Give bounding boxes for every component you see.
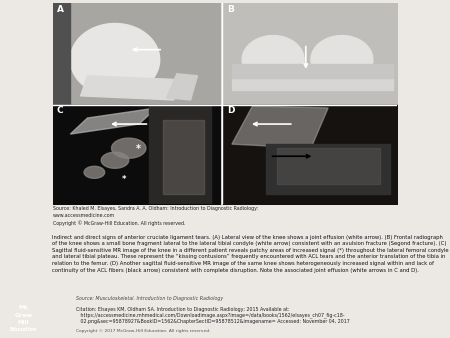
Polygon shape	[166, 74, 198, 100]
Text: Graw: Graw	[14, 313, 33, 317]
Polygon shape	[232, 106, 328, 148]
Polygon shape	[232, 78, 393, 90]
Polygon shape	[53, 3, 70, 104]
Text: Education: Education	[10, 328, 37, 333]
Polygon shape	[163, 120, 204, 194]
Polygon shape	[81, 76, 184, 100]
Text: Citation: Elsayes KM, Oldham SA. Introduction to Diagnostic Radiology; 2015 Avai: Citation: Elsayes KM, Oldham SA. Introdu…	[76, 307, 350, 324]
Text: Hill: Hill	[18, 320, 29, 325]
Polygon shape	[242, 35, 304, 84]
Polygon shape	[277, 148, 380, 185]
Polygon shape	[311, 35, 373, 84]
Polygon shape	[70, 108, 156, 134]
Polygon shape	[70, 24, 160, 96]
Text: Source: Khaled M. Elsayes, Sandra A. A. Oldham: Introduction to Diagnostic Radio: Source: Khaled M. Elsayes, Sandra A. A. …	[53, 206, 258, 226]
Polygon shape	[101, 152, 129, 168]
Text: *: *	[135, 144, 140, 154]
Text: D: D	[227, 106, 234, 115]
Polygon shape	[112, 138, 146, 158]
Text: Copyright © 2017 McGraw-Hill Education. All rights reserved.: Copyright © 2017 McGraw-Hill Education. …	[76, 329, 211, 333]
Text: Mc: Mc	[18, 305, 29, 310]
Text: A: A	[57, 5, 63, 15]
Text: Source: Musculoskeletal. Introduction to Diagnostic Radiology: Source: Musculoskeletal. Introduction to…	[76, 296, 224, 301]
Polygon shape	[232, 64, 393, 78]
Polygon shape	[84, 166, 105, 178]
Polygon shape	[149, 106, 211, 204]
Text: C: C	[57, 106, 63, 115]
Text: B: B	[227, 5, 234, 15]
Text: Indirect and direct signs of anterior cruciate ligament tears. (A) Lateral view : Indirect and direct signs of anterior cr…	[52, 235, 449, 272]
Polygon shape	[266, 144, 390, 194]
Text: *: *	[122, 175, 126, 184]
